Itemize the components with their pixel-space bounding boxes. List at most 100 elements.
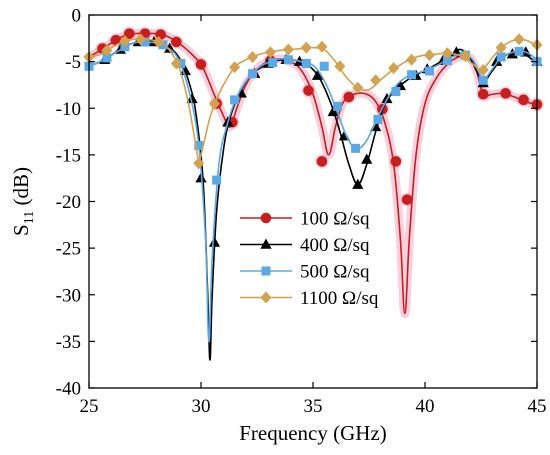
y-tick-label-2: -10	[56, 99, 81, 120]
legend-marker-diamond-icon	[260, 291, 272, 304]
series-3-point-17	[388, 62, 400, 75]
series-3-point-20	[441, 47, 453, 60]
x-tick-label-3: 40	[416, 396, 435, 417]
series-2-point-18	[407, 70, 417, 80]
legend-label-400: 400 Ω/sq	[300, 235, 370, 256]
y-axis-title-main: S	[9, 224, 33, 236]
legend-marker-square-icon	[261, 266, 271, 276]
series-3-point-22	[477, 64, 489, 77]
series-1-point-8	[208, 236, 221, 247]
series-0-point-6	[195, 59, 207, 70]
y-tick-label-8: -40	[56, 379, 81, 400]
y-tick-label-3: -15	[56, 145, 81, 166]
series-3-point-14	[334, 60, 346, 73]
series-3-point-21	[459, 50, 471, 63]
series-0-point-5	[171, 36, 182, 48]
series-0-point-14	[390, 156, 402, 167]
series-3-point-8	[229, 61, 241, 74]
series-2-point-19	[424, 66, 434, 76]
series-3-point-18	[406, 53, 418, 66]
x-axis-title: Frequency (GHz)	[239, 421, 387, 445]
y-tick-label-7: -35	[56, 332, 81, 353]
series-2-point-10	[268, 58, 278, 68]
y-tick-label-6: -30	[56, 285, 81, 306]
series-1-point-6	[186, 92, 198, 104]
series-0-point-12	[343, 91, 355, 103]
series-1-point-18	[352, 178, 364, 189]
legend-diamond-shape-icon	[260, 291, 272, 304]
series-2-point-15	[351, 143, 361, 153]
y-tick-label-5: -25	[56, 239, 81, 260]
series-3-point-2	[119, 35, 131, 48]
series-3-point-7	[208, 97, 220, 110]
series-0-point-15	[401, 194, 413, 205]
series-3-point-11	[282, 43, 294, 56]
legend-item-1100: 1100 Ω/sq	[240, 288, 379, 309]
series-3-point-23	[495, 41, 507, 54]
series-2-point-6	[194, 141, 204, 151]
series-2-point-14	[333, 101, 343, 111]
series-layer	[83, 28, 543, 361]
series-2-point-9	[248, 69, 258, 79]
legend-marker-triangle-icon	[260, 238, 272, 249]
series-3-point-15	[352, 81, 364, 94]
series-3-point-24	[513, 33, 525, 46]
series-2-point-20	[442, 56, 452, 66]
x-tick-label-0: 25	[80, 396, 99, 417]
series-3-point-16	[370, 74, 382, 87]
series-1-point-16	[327, 105, 339, 117]
series-2-point-8	[230, 95, 240, 105]
series-2-point-11	[283, 55, 293, 65]
legend-label-500: 500 Ω/sq	[300, 262, 370, 283]
plot-frame	[88, 14, 538, 389]
series-3-point-5	[170, 57, 182, 70]
series-3-point-1	[101, 44, 113, 57]
series-0-point-18	[518, 94, 529, 106]
series-2-point-7	[212, 175, 222, 185]
series-2-point-24	[514, 46, 524, 56]
series-0-point-16	[477, 88, 489, 100]
legend-item-500: 500 Ω/sq	[240, 262, 370, 283]
series-0-point-17	[500, 88, 511, 99]
x-tick-label-4: 45	[528, 396, 547, 417]
legend-label-100: 100 Ω/sq	[300, 209, 370, 230]
series-1-point-5	[179, 64, 191, 76]
legend-circle-shape-icon	[260, 212, 272, 224]
series-2-point-13	[319, 61, 329, 71]
ticks-layer: 25 30 35 40 45 0 -5 -10 -15 -20 -25 -30 -35 -40	[56, 6, 547, 418]
legend: 100 Ω/sq 400 Ω/sq 500 Ω/sq 1100 Ω/sq	[240, 209, 379, 309]
series-2-point-22	[478, 75, 488, 85]
y-tick-label-1: -5	[65, 52, 81, 73]
series-1-point-4	[164, 42, 176, 53]
series-2-point-3	[140, 37, 150, 47]
legend-triangle-shape-icon	[260, 238, 272, 249]
series-0-point-2	[124, 28, 135, 39]
series-2-point-23	[496, 52, 506, 62]
x-tick-label-2: 35	[304, 396, 323, 417]
series-0-point-11	[316, 156, 328, 167]
legend-item-100: 100 Ω/sq	[240, 209, 370, 230]
y-axis-title: S11 (dB)	[9, 167, 37, 236]
series-3-point-6	[193, 157, 205, 170]
series-3-point-13	[316, 40, 328, 53]
y-axis-title-unit: (dB)	[9, 167, 33, 211]
x-tick-label-1: 30	[192, 396, 211, 417]
legend-square-shape-icon	[261, 266, 271, 276]
series-3-point-9	[247, 50, 259, 63]
series-2-point-12	[301, 58, 311, 68]
y-axis-title-sub: 11	[22, 211, 37, 224]
legend-marker-circle-icon	[260, 212, 272, 224]
series-3-point-19	[423, 49, 435, 62]
legend-item-400: 400 Ω/sq	[240, 235, 370, 256]
series-1	[88, 36, 543, 361]
series-1-point-15	[311, 69, 324, 80]
series-0-point-10	[303, 85, 314, 96]
y-tick-label-0: 0	[72, 6, 82, 27]
y-tick-label-4: -20	[56, 192, 81, 213]
series-2-point-1	[102, 53, 112, 63]
series-3-point-12	[300, 41, 312, 54]
series-2-point-17	[391, 86, 401, 96]
series-3-point-4	[152, 36, 164, 49]
legend-label-1100: 1100 Ω/sq	[300, 288, 379, 309]
